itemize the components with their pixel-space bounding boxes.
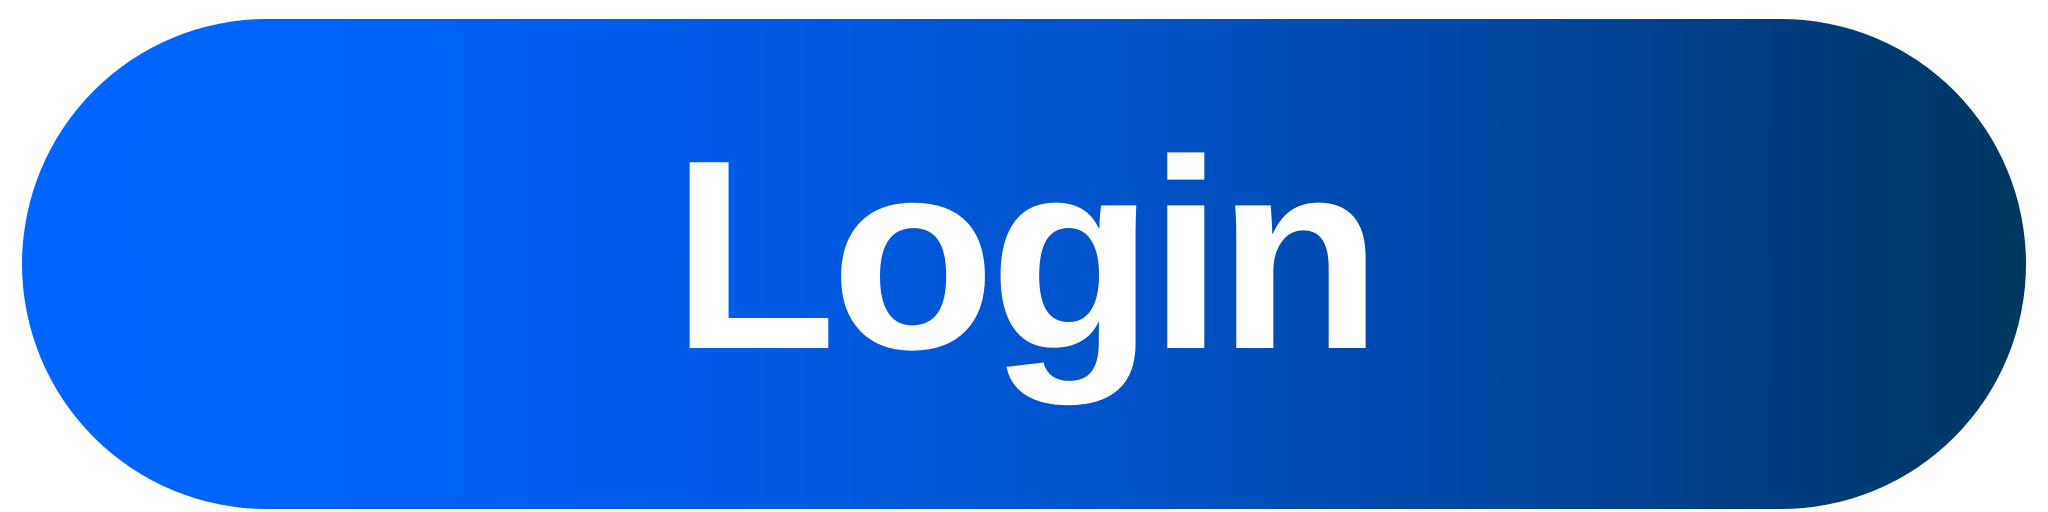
login-button[interactable]: Login <box>22 19 2026 509</box>
login-button-label: Login <box>671 105 1383 406</box>
